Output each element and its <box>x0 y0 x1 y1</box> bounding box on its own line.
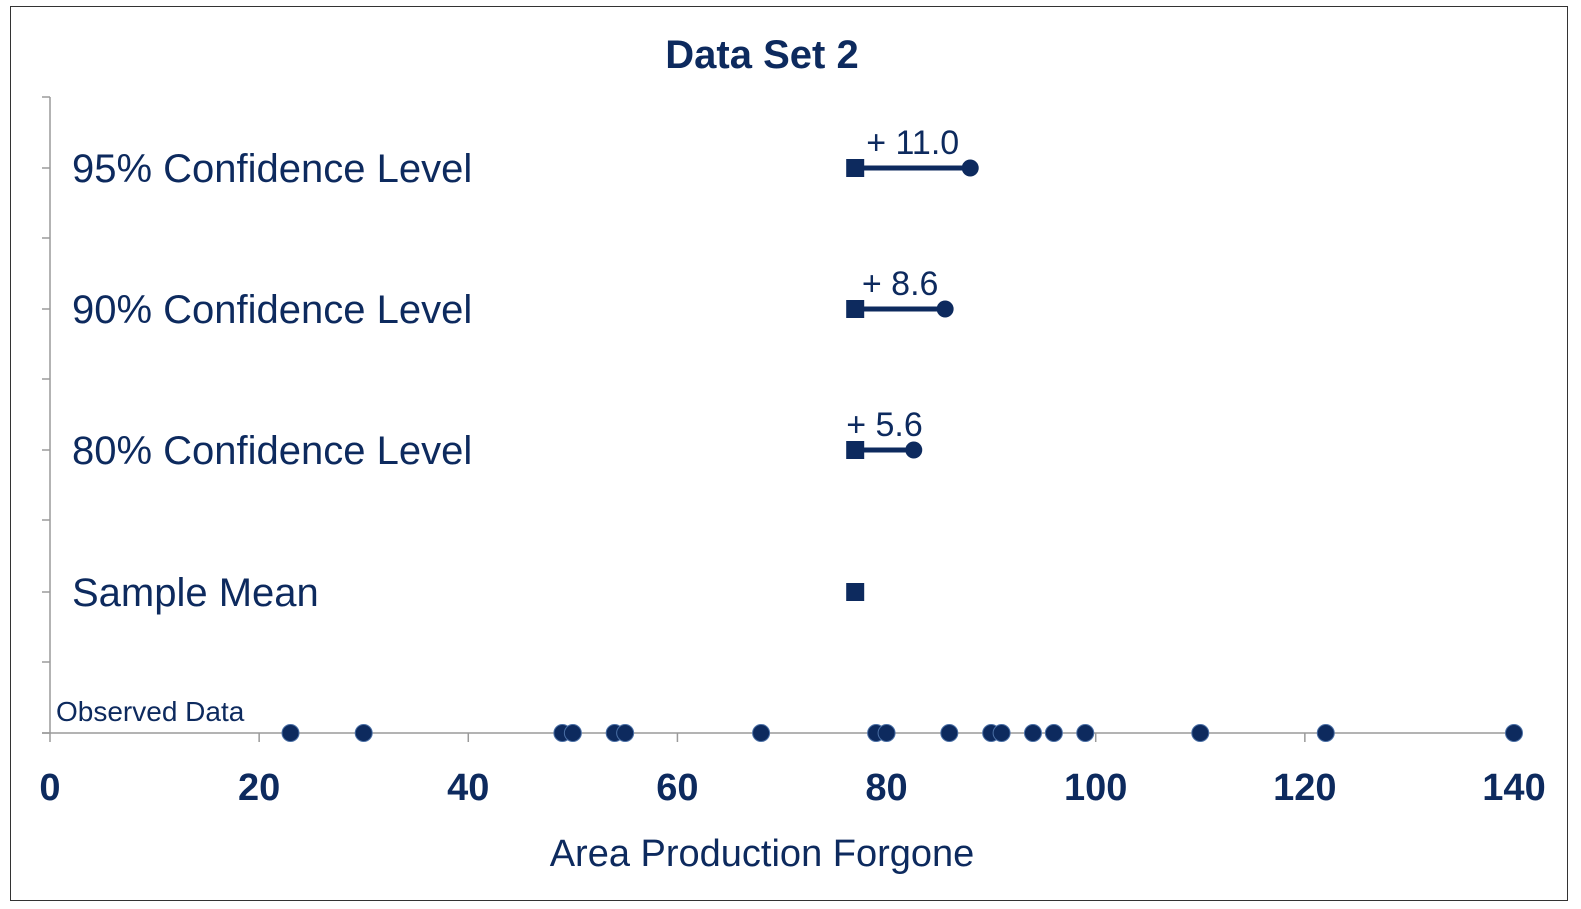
confidence-rows: 95% Confidence Level + 11.0 90% Confidence… <box>72 124 979 615</box>
interval-end-marker <box>961 159 979 177</box>
x-tick-label: 120 <box>1273 767 1336 809</box>
x-axis: 0 20 40 60 80 100 120 140 <box>39 732 1546 809</box>
x-tick-label: 140 <box>1482 767 1545 809</box>
observed-point <box>752 724 771 742</box>
interval-start-marker <box>846 300 865 318</box>
x-tick-label: 100 <box>1064 767 1127 809</box>
chart-frame <box>10 6 1568 901</box>
observed-point <box>940 724 959 742</box>
interval-annotation: + 11.0 <box>866 124 959 162</box>
observed-data-points: Observed Data <box>56 696 1523 742</box>
interval-start-marker <box>846 441 865 459</box>
observed-point <box>563 724 582 742</box>
observed-point <box>1076 724 1095 742</box>
x-tick-label: 20 <box>238 767 280 809</box>
y-axis <box>42 96 51 734</box>
chart-title: Data Set 2 <box>665 33 858 77</box>
observed-point <box>354 724 373 742</box>
x-tick-label: 40 <box>447 767 489 809</box>
observed-point <box>1044 724 1063 742</box>
interval-end-marker <box>936 300 954 318</box>
row-label: 90% Confidence Level <box>72 288 472 332</box>
observed-point <box>1191 724 1210 742</box>
observed-data-label: Observed Data <box>56 696 245 727</box>
sample-mean-marker <box>846 583 865 601</box>
observed-point <box>1023 724 1042 742</box>
observed-point <box>616 724 635 742</box>
x-tick-label: 60 <box>656 767 698 809</box>
interval-annotation: + 8.6 <box>862 265 939 303</box>
interval-end-marker <box>905 441 923 459</box>
x-tick-label: 0 <box>39 767 60 809</box>
observed-point <box>1316 724 1335 742</box>
observed-point <box>992 724 1011 742</box>
x-tick-label: 80 <box>865 767 907 809</box>
row-label: 95% Confidence Level <box>72 147 472 191</box>
observed-point <box>877 724 896 742</box>
interval-annotation: + 5.6 <box>846 406 923 444</box>
interval-start-marker <box>846 159 865 177</box>
row-label: Sample Mean <box>72 571 319 615</box>
observed-point <box>281 724 300 742</box>
row-label: 80% Confidence Level <box>72 429 472 473</box>
x-axis-label: Area Production Forgone <box>550 833 975 875</box>
observed-point <box>1505 724 1523 742</box>
